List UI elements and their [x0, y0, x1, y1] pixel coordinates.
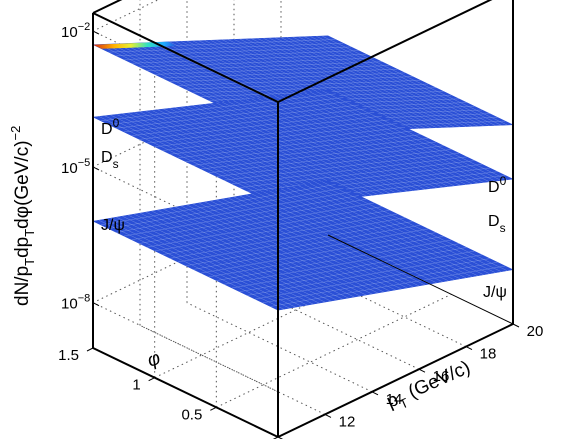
- axis-box-top: [92, 12, 279, 103]
- y-axis-line: [92, 347, 279, 438]
- z-tick-label: 10−5: [61, 157, 90, 177]
- x-tick-label: 12: [339, 413, 356, 430]
- z-tick-mark: [92, 302, 100, 307]
- grid-line: [139, 324, 326, 415]
- x-axis-line: [277, 323, 514, 438]
- x-tick-label: 14: [386, 391, 403, 408]
- y-tick-label: 1.5: [58, 347, 79, 364]
- x-tick-mark: [418, 368, 426, 373]
- surface-mesh-3: [98, 181, 508, 310]
- x-tick-mark: [371, 391, 379, 396]
- z-tick-mark: [92, 166, 100, 171]
- series-labels: D0 D0 Ds Ds J/ψ J/ψ: [101, 116, 507, 301]
- x-tick-label: 18: [480, 346, 497, 363]
- series-label-left-1: D0: [101, 116, 120, 138]
- grid-line: [216, 293, 452, 408]
- series-label-left-3: J/ψ: [101, 217, 125, 234]
- z-tick-label: 10−2: [61, 21, 90, 41]
- y-tick-label: 0.5: [181, 406, 202, 423]
- z-tick-mark: [92, 30, 100, 35]
- x-tick-mark: [512, 323, 520, 328]
- x-tick-label: 16: [433, 368, 450, 385]
- y-tick-label: 1: [132, 377, 140, 394]
- axis-box-bottom: [327, 234, 514, 325]
- surface-mesh-2: [98, 90, 508, 206]
- y-axis-title: φ: [145, 348, 164, 372]
- axis-box-top: [277, 0, 493, 103]
- grid-line: [186, 302, 373, 393]
- x-axis-title: pT (GeV/c): [383, 357, 475, 416]
- series-label-right-3: J/ψ: [483, 284, 507, 301]
- y-tick-label: 0: [256, 436, 264, 439]
- z-axis-title: dN/pTdpTdφ(GeV/c)−2: [8, 126, 37, 306]
- axis-box-top: [92, 0, 123, 14]
- grid-line: [154, 264, 390, 379]
- series-label-left-2: Ds: [101, 149, 119, 171]
- tick-labels: 10 12 14 16 18 20 0 0.5 1 1.5 10−2 10−5 10−8: [58, 21, 543, 439]
- z-tick-label: 10−8: [61, 293, 90, 313]
- x-tick-mark: [324, 413, 332, 418]
- y-tick-mark: [210, 406, 217, 411]
- x-tick-label: 10: [292, 436, 309, 439]
- y-tick-mark: [86, 347, 94, 352]
- axis-box: [92, 0, 514, 438]
- series-label-right-2: Ds: [488, 213, 506, 235]
- x-tick-mark: [465, 346, 473, 351]
- surfaces: [92, 35, 514, 311]
- series-label-right-1: D0: [488, 174, 507, 196]
- x-tick-label: 20: [527, 323, 544, 340]
- y-tick-mark: [148, 377, 155, 382]
